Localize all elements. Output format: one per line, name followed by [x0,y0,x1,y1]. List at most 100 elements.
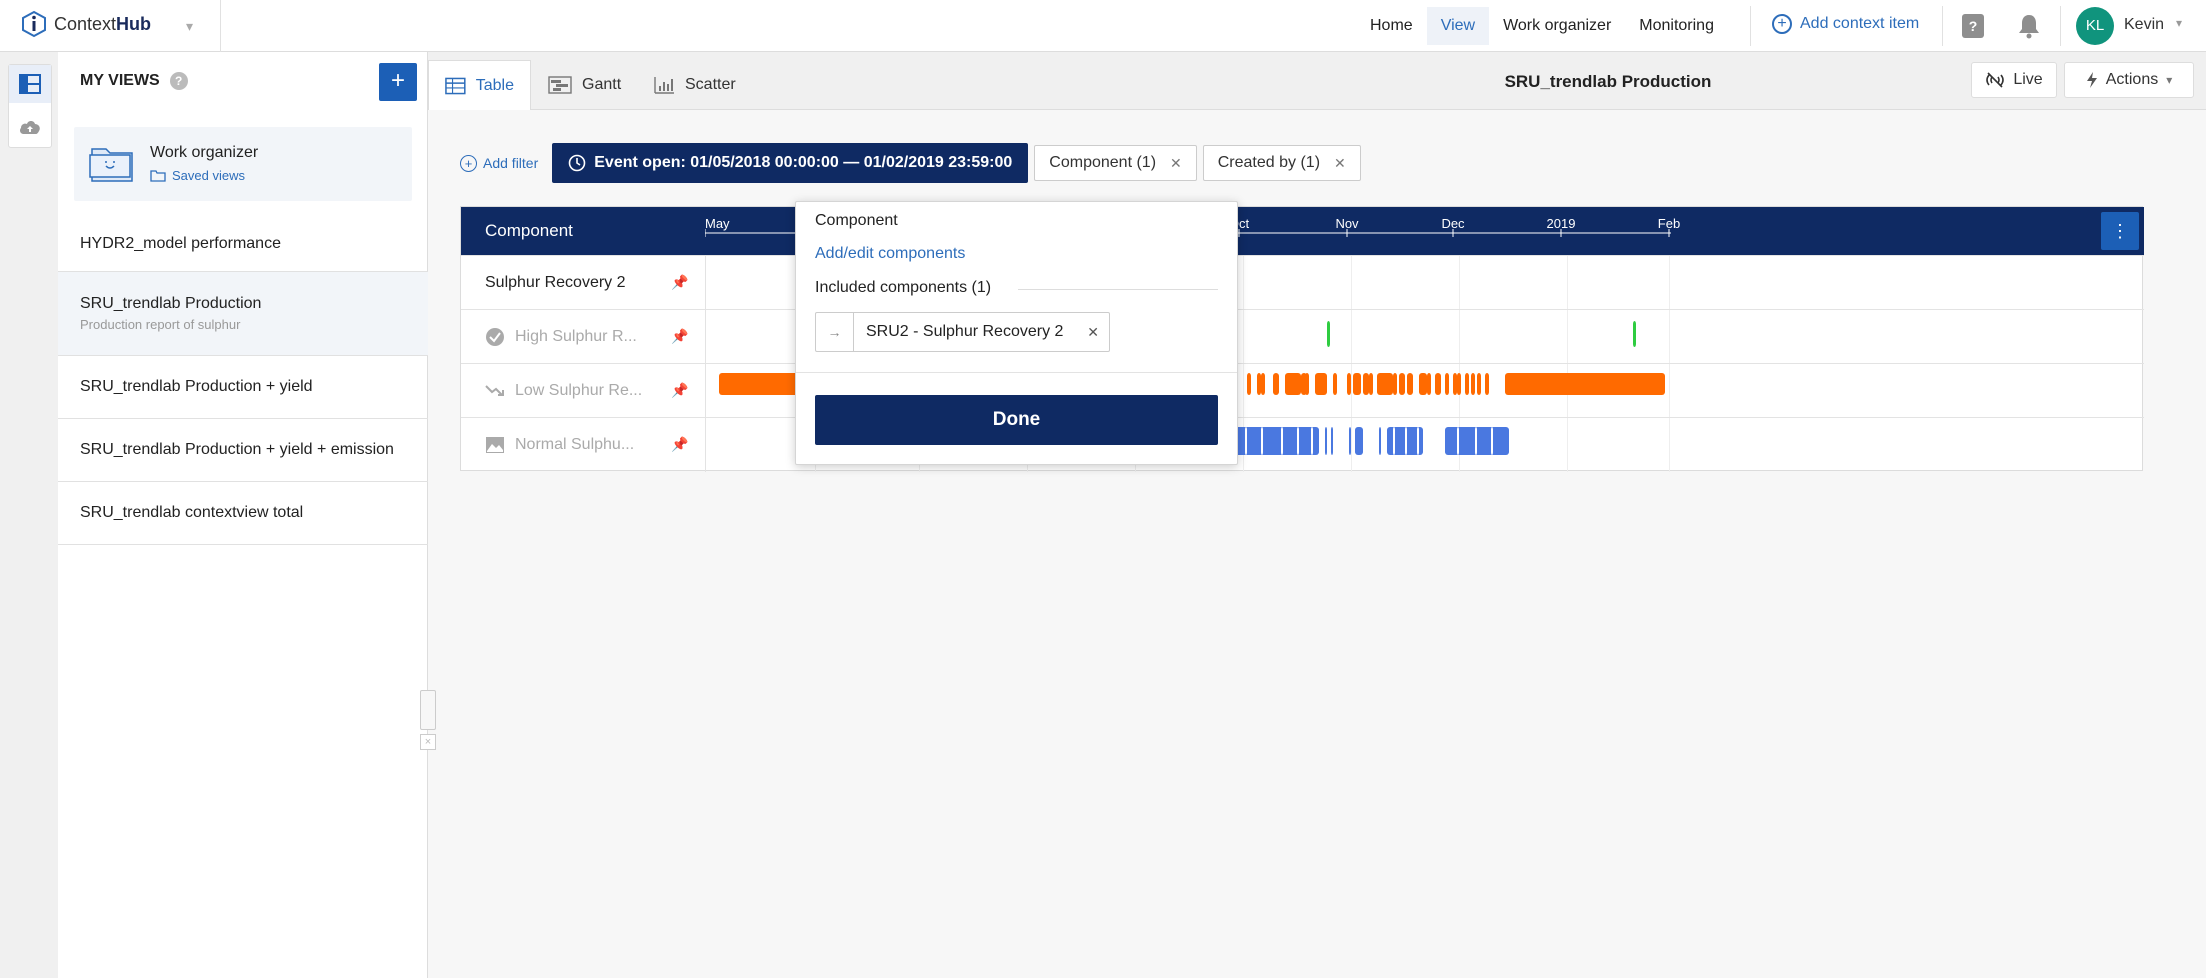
event-bar-low[interactable] [1505,373,1665,395]
chevron-down-icon[interactable]: ▾ [2176,16,2183,30]
add-view-button[interactable]: + [379,63,417,101]
add-context-item-button[interactable]: + Add context item [1772,14,1919,34]
event-bar-normal[interactable] [1349,427,1351,455]
close-icon[interactable]: ✕ [1170,154,1182,171]
tab-gantt[interactable]: Gantt [532,60,637,110]
nav-view[interactable]: View [1426,7,1490,45]
nav-home[interactable]: Home [1370,17,1413,34]
add-edit-components-link[interactable]: Add/edit components [815,245,966,262]
upload-panel-button[interactable] [9,108,51,146]
pin-icon[interactable]: 📌 [671,274,689,290]
view-list-item[interactable]: SRU_trendlab Production + yield [58,356,428,419]
event-bar-low[interactable] [1333,373,1337,395]
chevron-down-icon[interactable]: ▾ [186,18,194,34]
component-filter-chip[interactable]: Component (1) ✕ [1034,145,1197,181]
popover-title: Component [815,212,898,229]
event-open-filter-chip[interactable]: Event open: 01/05/2018 00:00:00 — 01/02/… [552,143,1029,183]
collapse-sidebar-icon[interactable]: × [420,734,436,750]
event-bar-gap[interactable] [1491,427,1493,455]
bell-icon[interactable] [2018,13,2040,39]
help-icon[interactable]: ? [169,72,188,90]
event-bar-low[interactable] [1453,373,1457,395]
gantt-row[interactable]: Sulphur Recovery 2 📌 [461,255,2144,309]
add-filter-button[interactable]: + Add filter [460,154,538,172]
event-bar-low[interactable] [1247,373,1251,395]
avatar[interactable]: KL [2076,7,2114,45]
event-bar-low[interactable] [1457,373,1461,395]
pin-icon[interactable]: 📌 [671,436,689,452]
event-bar-gap[interactable] [1475,427,1477,455]
nav-work-organizer[interactable]: Work organizer [1503,17,1612,34]
event-bar-low[interactable] [1419,373,1427,395]
event-bar-low[interactable] [1315,373,1327,395]
work-organizer-card[interactable]: Work organizer Saved views [74,127,412,201]
event-bar-gap[interactable] [1393,427,1395,455]
done-button[interactable]: Done [815,395,1218,445]
tab-scatter[interactable]: Scatter [637,60,752,110]
gantt-row[interactable]: Low Sulphur Re... 📌 [461,363,2144,417]
event-bar-normal[interactable] [1379,427,1381,455]
event-bar-low[interactable] [719,373,809,395]
event-bar-low[interactable] [1465,373,1469,395]
event-bar-low[interactable] [1393,373,1397,395]
event-bar-high[interactable] [1327,321,1330,347]
more-options-button[interactable]: ⋮ [2101,212,2139,250]
saved-views-link[interactable]: Saved views [150,168,245,183]
view-list-item[interactable]: SRU_trendlab contextview total [58,482,428,545]
view-list-item[interactable]: SRU_trendlab Production + yield + emissi… [58,419,428,482]
event-bar-low[interactable] [1445,373,1449,395]
created-by-filter-chip[interactable]: Created by (1) ✕ [1202,145,1361,181]
event-bar-low[interactable] [1261,373,1265,395]
event-bar-low[interactable] [1485,373,1489,395]
event-bar-low[interactable] [1377,373,1393,395]
component-column-header[interactable]: Component [485,221,573,240]
event-bar-low[interactable] [1477,373,1481,395]
event-bar-gap[interactable] [1297,427,1299,455]
app-logo[interactable]: ContextHub [20,10,151,38]
live-button[interactable]: Live [1971,62,2057,98]
event-bar-low[interactable] [1399,373,1405,395]
views-list: HYDR2_model performance SRU_trendlab Pro… [58,217,428,545]
event-bar-normal[interactable] [1331,427,1333,455]
user-name[interactable]: Kevin [2124,16,2165,33]
event-bar-low[interactable] [1407,373,1413,395]
sidebar-resize-handle[interactable] [420,690,436,730]
pin-icon[interactable]: 📌 [671,382,689,398]
event-bar-low[interactable] [1257,373,1261,395]
event-bar-high[interactable] [1633,321,1636,347]
gantt-row[interactable]: Normal Sulphu... 📌 [461,417,2144,471]
event-bar-gap[interactable] [1261,427,1263,455]
pin-icon[interactable]: 📌 [671,328,689,344]
event-bar-low[interactable] [1347,373,1351,395]
close-icon[interactable]: ✕ [1334,154,1346,171]
event-bar-gap[interactable] [1281,427,1283,455]
included-component-chip[interactable]: → SRU2 - Sulphur Recovery 2 ✕ [815,312,1110,352]
help-icon[interactable]: ? [1962,14,1984,38]
tab-table[interactable]: Table [428,60,531,110]
event-bar-gap[interactable] [1417,427,1419,455]
event-bar-gap[interactable] [1311,427,1313,455]
event-bar-normal[interactable] [1325,427,1327,455]
event-bar-low[interactable] [1353,373,1361,395]
gantt-row[interactable]: High Sulphur R... 📌 [461,309,2144,363]
event-bar-low[interactable] [1363,373,1369,395]
event-bar-gap[interactable] [1245,427,1247,455]
actions-button[interactable]: Actions ▾ [2064,62,2194,98]
views-panel-button[interactable] [9,65,51,103]
event-bar-low[interactable] [1369,373,1373,395]
event-bar-gap[interactable] [1405,427,1407,455]
event-bar-low[interactable] [1285,373,1301,395]
folder-icon [150,170,166,182]
event-bar-gap[interactable] [1457,427,1459,455]
event-bar-low[interactable] [1273,373,1279,395]
close-icon[interactable]: ✕ [1087,323,1099,340]
nav-monitoring[interactable]: Monitoring [1639,17,1714,34]
event-bar-normal[interactable] [1355,427,1363,455]
view-list-item-selected[interactable]: SRU_trendlab Production Production repor… [58,272,428,356]
event-bar-low[interactable] [1435,373,1441,395]
event-bar-low[interactable] [1301,373,1307,395]
event-bar-low[interactable] [1427,373,1431,395]
contexthub-logo-icon [22,10,46,38]
view-list-item[interactable]: HYDR2_model performance [58,217,428,272]
event-bar-low[interactable] [1471,373,1475,395]
